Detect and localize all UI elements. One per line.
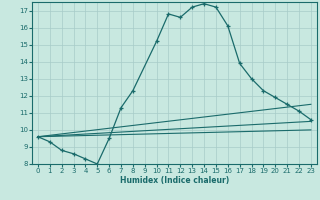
X-axis label: Humidex (Indice chaleur): Humidex (Indice chaleur) <box>120 176 229 185</box>
